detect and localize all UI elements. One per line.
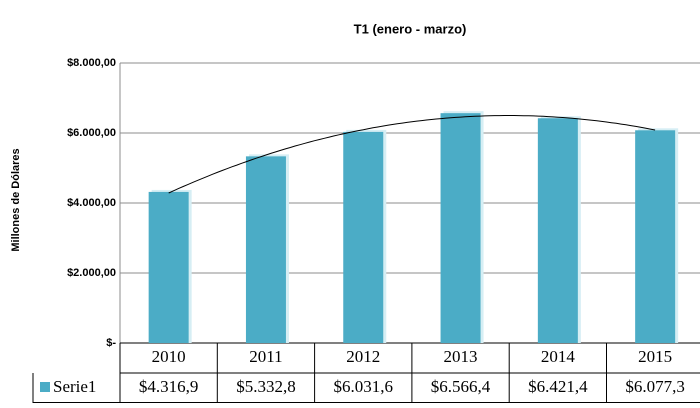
bar <box>440 113 481 344</box>
x-tick-label: 2010 <box>152 347 186 366</box>
bar <box>537 118 578 343</box>
bar <box>343 131 384 343</box>
y-tick-label: $8.000,00 <box>67 57 116 69</box>
x-tick-label: 2012 <box>346 347 380 366</box>
data-label: $6.566,4 <box>431 377 491 396</box>
y-tick-label: $2.000,00 <box>67 267 116 279</box>
bar <box>635 130 676 343</box>
legend-label: Serie1 <box>53 377 96 396</box>
x-tick-label: 2014 <box>541 347 576 366</box>
data-label: $4.316,9 <box>139 377 199 396</box>
x-tick-label: 2013 <box>444 347 478 366</box>
data-label: $5.332,8 <box>236 377 296 396</box>
data-label: $6.031,6 <box>334 377 394 396</box>
chart-title: T1 (enero - marzo) <box>354 21 467 36</box>
legend-swatch <box>40 382 50 392</box>
y-tick-label: $6.000,00 <box>67 127 116 139</box>
y-tick-label: $4.000,00 <box>67 197 116 209</box>
bar <box>148 191 189 343</box>
y-tick-label: $- <box>106 337 116 349</box>
trendline <box>168 115 656 194</box>
data-label: $6.421,4 <box>528 377 588 396</box>
bar <box>245 156 286 343</box>
x-tick-label: 2011 <box>249 347 282 366</box>
y-axis-label: Millones de Dólares <box>10 148 22 251</box>
data-label: $6.077,3 <box>625 377 685 396</box>
x-tick-label: 2015 <box>638 347 672 366</box>
